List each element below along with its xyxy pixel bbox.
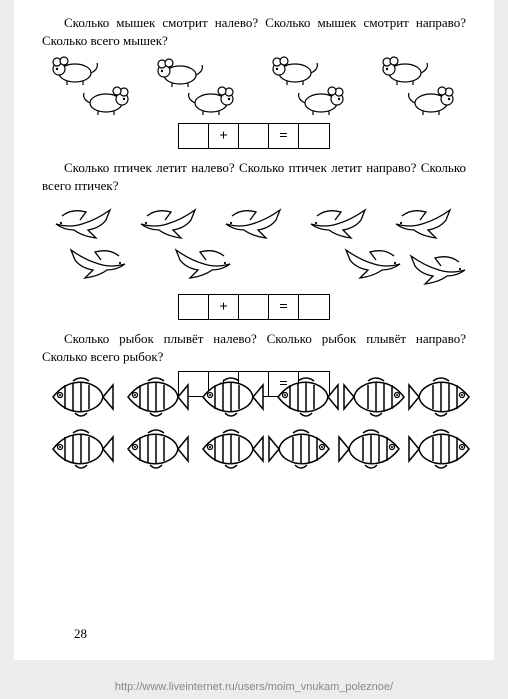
mouse-icon [82, 85, 134, 115]
mouse-icon [407, 85, 459, 115]
mouse-icon [267, 55, 319, 85]
footer-url: http://www.liveinternet.ru/users/moim_vn… [0, 681, 508, 693]
question-fish: Сколько рыбок плывёт налево? Сколько рыб… [42, 330, 466, 365]
bird-icon [222, 206, 284, 240]
fish-row [42, 373, 110, 485]
fish-icon [122, 427, 190, 471]
eq-cell-equals: = [269, 124, 299, 148]
page-number: 28 [74, 626, 87, 642]
bird-icon [307, 206, 369, 240]
eq-cell-blank[interactable] [179, 295, 209, 319]
fish-icon [47, 375, 115, 419]
fish-icon [342, 375, 410, 419]
fish-icon [267, 427, 335, 471]
mouse-icon [152, 57, 204, 87]
equation-box: + = [178, 294, 330, 320]
bird-icon [407, 252, 469, 286]
question-mice: Сколько мышек смотрит налево? Сколько мы… [42, 14, 466, 49]
eq-cell-blank[interactable] [239, 124, 269, 148]
fish-icon [197, 375, 265, 419]
mouse-icon [297, 85, 349, 115]
fish-icon [407, 375, 475, 419]
mouse-icon [187, 85, 239, 115]
eq-cell-equals: = [269, 295, 299, 319]
worksheet-page: Сколько мышек смотрит налево? Сколько мы… [14, 0, 494, 660]
equation-row-mice: + = [42, 123, 466, 149]
eq-cell-blank[interactable] [299, 124, 329, 148]
birds-row [42, 200, 466, 288]
fish-icon [122, 375, 190, 419]
bird-icon [137, 206, 199, 240]
bird-icon [392, 206, 454, 240]
equation-row-birds: + = [42, 294, 466, 320]
bird-icon [52, 206, 114, 240]
mouse-icon [47, 55, 99, 85]
bird-icon [172, 246, 234, 280]
equation-box: + = [178, 123, 330, 149]
bird-icon [67, 246, 129, 280]
eq-cell-plus: + [209, 295, 239, 319]
fish-icon [197, 427, 265, 471]
eq-cell-blank[interactable] [179, 124, 209, 148]
fish-icon [272, 375, 340, 419]
bird-icon [342, 246, 404, 280]
eq-cell-blank[interactable] [239, 295, 269, 319]
question-birds: Сколько птичек летит налево? Сколько пти… [42, 159, 466, 194]
mice-row [42, 55, 466, 117]
fish-icon [407, 427, 475, 471]
fish-icon [47, 427, 115, 471]
mouse-icon [377, 55, 429, 85]
fish-icon [337, 427, 405, 471]
eq-cell-plus: + [209, 124, 239, 148]
eq-cell-blank[interactable] [299, 295, 329, 319]
